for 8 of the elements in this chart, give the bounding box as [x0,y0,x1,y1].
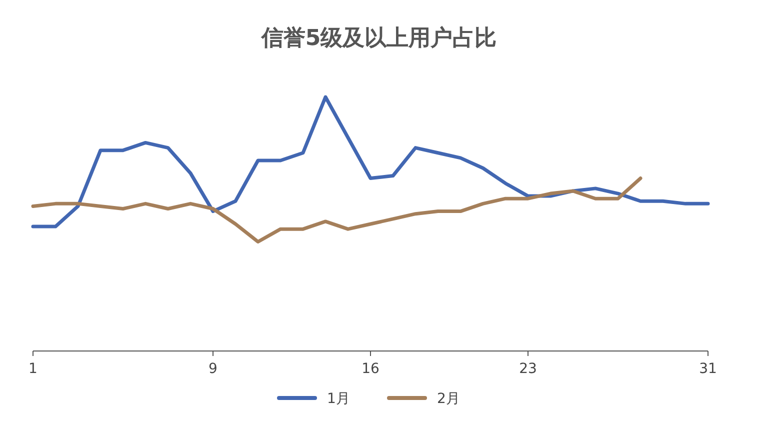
x-tick-label: 16 [362,361,380,377]
chart-title: 信誉5级及以上用户占比 [260,25,497,51]
legend-label: 1月 [327,391,350,407]
x-tick-label: 9 [208,361,218,377]
x-tick-label: 31 [699,361,717,377]
x-tick-label: 1 [28,361,38,377]
legend-label: 2月 [437,391,460,407]
x-tick-label: 23 [519,361,537,377]
